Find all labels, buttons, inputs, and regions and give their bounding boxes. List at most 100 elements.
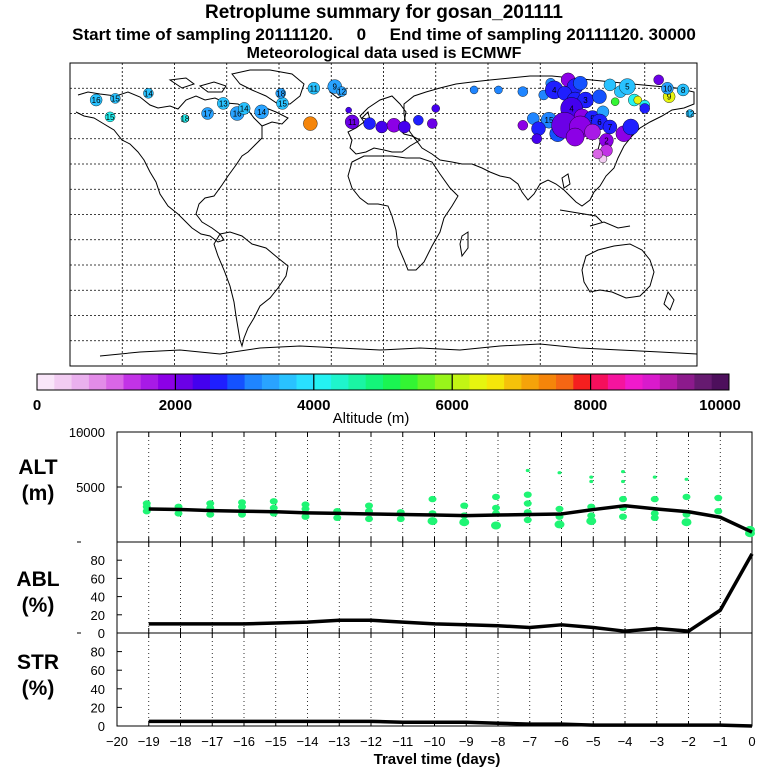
- altitude-cluster-point: [301, 505, 310, 513]
- altitude-cluster-point: [301, 513, 310, 520]
- plume-point: [375, 120, 388, 134]
- colorbar-cell: [711, 374, 730, 390]
- altitude-cluster-point: [621, 470, 625, 474]
- x-tick-label: −11: [392, 734, 413, 749]
- plume-point-label: 15: [545, 116, 554, 125]
- plume-point-label: 13: [219, 99, 228, 108]
- colorbar-tick-label: 0: [33, 397, 41, 414]
- x-tick-label: −14: [296, 734, 318, 749]
- altitude-cluster-point: [492, 504, 500, 512]
- altitude-cluster-point: [365, 502, 373, 509]
- plume-point: [398, 120, 411, 134]
- altitude-cluster-point: [523, 491, 532, 498]
- plume-point-label: 18: [276, 89, 285, 98]
- plume-point: [603, 78, 617, 92]
- colorbar-cell: [331, 374, 349, 390]
- plume-point-label: 11: [348, 118, 357, 127]
- colorbar-label: Altitude (m): [333, 410, 410, 427]
- plume-point: [303, 116, 318, 131]
- panel-ytick-label: 5000: [76, 480, 105, 495]
- altitude-cluster-point: [621, 479, 625, 484]
- abl-line: [148, 552, 754, 633]
- colorbar-tick-label: 8000: [574, 397, 607, 414]
- altitude-cluster-point: [428, 495, 437, 503]
- colorbar-cell: [71, 374, 90, 390]
- altitude-cluster-point: [619, 495, 627, 503]
- altitude-cluster-point: [652, 475, 657, 479]
- plume-point-label: 11: [310, 84, 319, 93]
- plume-point-label: 4: [569, 104, 574, 113]
- panel-abl: 80 60 40 20 0: [77, 541, 754, 641]
- colorbar-cell: [625, 374, 643, 390]
- altitude-cluster-point: [682, 493, 691, 501]
- plume-point: [201, 107, 214, 120]
- altitude-cluster-point: [206, 511, 215, 518]
- altitude-mean-line: [148, 503, 753, 534]
- x-tick-label: −16: [233, 734, 255, 749]
- plume-point-label: 16: [233, 110, 242, 119]
- plume-point: [110, 93, 121, 104]
- plume-point: [143, 88, 154, 99]
- alt-label: ALT: [18, 456, 57, 479]
- plume-point: [517, 86, 529, 97]
- plume-point: [431, 104, 440, 113]
- plume-point-label: 2: [604, 136, 609, 145]
- panel-ytick-label: 60: [91, 571, 105, 586]
- altitude-cluster-point: [427, 517, 438, 526]
- colorbar-cell: [296, 374, 315, 390]
- plume-point-label: 6: [597, 118, 602, 127]
- altitude-cluster-point: [238, 503, 246, 510]
- colorbar-cell: [123, 374, 142, 390]
- plume-point: [653, 74, 664, 86]
- colorbar-cell: [175, 374, 194, 390]
- altitude-cluster-point: [619, 513, 627, 520]
- plume-point-label: 18: [180, 115, 189, 124]
- plume-point: [573, 75, 588, 91]
- altitude-cluster-point: [396, 515, 405, 523]
- plume-point: [180, 114, 190, 123]
- colorbar-cell: [279, 374, 297, 390]
- colorbar-cell: [607, 374, 626, 390]
- altitude-cluster-point: [589, 475, 594, 479]
- altitude-cluster-point: [269, 498, 278, 505]
- panel-frame: [116, 632, 753, 727]
- plume-point-label: 3: [583, 96, 588, 105]
- colorbar-cell: [417, 374, 436, 390]
- plume-point: [275, 88, 286, 99]
- altitude-cluster-point: [269, 504, 278, 512]
- plume-point: [622, 118, 640, 136]
- altitude-cluster-point: [523, 500, 532, 507]
- colorbar-cell: [383, 374, 401, 390]
- abl-label: ABL: [16, 568, 59, 591]
- altitude-cluster-point: [555, 505, 564, 513]
- plume-point: [661, 82, 674, 95]
- plume-point: [517, 120, 529, 131]
- map-grid: [70, 63, 697, 366]
- plume-point: [413, 115, 424, 126]
- x-axis-label: Travel time (days): [374, 751, 501, 768]
- colorbar-cell: [313, 374, 332, 390]
- plume-point-label: 5: [625, 83, 630, 92]
- plume-point-label: 9: [333, 83, 338, 92]
- plume-point-label: 10: [663, 84, 672, 93]
- plume-point: [104, 111, 116, 123]
- plume-point-label: 12: [686, 110, 695, 119]
- colorbar-cell: [590, 374, 609, 390]
- x-tick-label: −10: [423, 734, 445, 749]
- colorbar-cell: [192, 374, 211, 390]
- time-series-panels: 10000 5000 80 60 40 20 0 80 60 40 20 0: [69, 425, 755, 734]
- altitude-cluster-point: [301, 501, 310, 508]
- abl-unit: (%): [22, 594, 55, 617]
- x-tick-label: −6: [554, 734, 569, 749]
- colorbar-cell: [365, 374, 384, 390]
- x-tick-label: −12: [360, 734, 382, 749]
- plume-point: [592, 148, 603, 160]
- str-label: STR: [17, 651, 59, 674]
- plume-point-label: 14: [240, 104, 249, 113]
- altitude-cluster-point: [587, 512, 596, 519]
- x-tick-label: −15: [265, 734, 287, 749]
- colorbar-cell: [521, 374, 540, 390]
- x-tick-label: −19: [138, 734, 160, 749]
- altitude-cluster-point: [460, 502, 469, 509]
- panel-ytick-label: 10000: [69, 425, 105, 440]
